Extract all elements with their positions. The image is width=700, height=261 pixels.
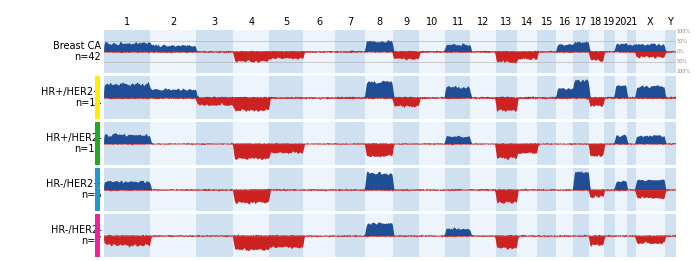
Text: 3: 3: [211, 17, 218, 27]
Bar: [573, 122, 589, 165]
Bar: [538, 122, 556, 165]
Text: 0%: 0%: [677, 49, 685, 54]
Bar: [335, 214, 365, 257]
Bar: [445, 122, 470, 165]
Text: 14: 14: [521, 17, 533, 27]
Bar: [270, 76, 303, 119]
Bar: [538, 168, 556, 211]
Text: X: X: [647, 17, 654, 27]
Bar: [626, 214, 636, 257]
Bar: [335, 168, 365, 211]
Bar: [196, 30, 233, 73]
Bar: [393, 214, 419, 257]
Bar: [270, 30, 303, 73]
Bar: [335, 30, 365, 73]
Text: 12: 12: [477, 17, 489, 27]
Bar: [665, 122, 676, 165]
Text: 100%: 100%: [677, 69, 691, 74]
Text: 16: 16: [559, 17, 571, 27]
Bar: [496, 30, 517, 73]
Bar: [393, 122, 419, 165]
Bar: [393, 30, 419, 73]
Bar: [496, 214, 517, 257]
Text: 50%: 50%: [677, 59, 687, 64]
Bar: [445, 168, 470, 211]
Text: Breast CA
n=42: Breast CA n=42: [53, 41, 102, 62]
Text: 7: 7: [347, 17, 354, 27]
Bar: [573, 214, 589, 257]
Bar: [104, 214, 150, 257]
Text: HR+/HER2+
n=14: HR+/HER2+ n=14: [41, 87, 102, 108]
Bar: [270, 168, 303, 211]
Bar: [538, 76, 556, 119]
Text: 2: 2: [170, 17, 176, 27]
Bar: [496, 168, 517, 211]
Bar: [665, 168, 676, 211]
Bar: [104, 76, 150, 119]
Bar: [196, 214, 233, 257]
Bar: [196, 122, 233, 165]
Text: 13: 13: [500, 17, 512, 27]
Bar: [626, 30, 636, 73]
Bar: [196, 76, 233, 119]
Text: 18: 18: [590, 17, 603, 27]
Bar: [603, 76, 615, 119]
Bar: [538, 30, 556, 73]
Bar: [626, 122, 636, 165]
Text: 1: 1: [124, 17, 130, 27]
Text: 6: 6: [316, 17, 323, 27]
Bar: [603, 122, 615, 165]
Bar: [573, 168, 589, 211]
Bar: [603, 214, 615, 257]
Bar: [445, 76, 470, 119]
Bar: [665, 76, 676, 119]
Bar: [573, 30, 589, 73]
Text: Y: Y: [667, 17, 673, 27]
Bar: [335, 76, 365, 119]
Bar: [626, 76, 636, 119]
Text: 4: 4: [248, 17, 254, 27]
Text: 8: 8: [376, 17, 382, 27]
Text: 19: 19: [603, 17, 615, 27]
Text: 11: 11: [452, 17, 464, 27]
Bar: [104, 30, 150, 73]
Text: HR-/HER2+
n=6: HR-/HER2+ n=6: [46, 179, 102, 200]
Bar: [104, 122, 150, 165]
Bar: [496, 76, 517, 119]
Text: 5: 5: [284, 17, 289, 27]
Text: 9: 9: [403, 17, 410, 27]
Bar: [445, 214, 470, 257]
Text: 50%: 50%: [677, 39, 687, 44]
Bar: [393, 76, 419, 119]
Text: HR+/HER2-
n=15: HR+/HER2- n=15: [46, 133, 102, 154]
Bar: [104, 168, 150, 211]
Bar: [393, 168, 419, 211]
Text: 17: 17: [575, 17, 587, 27]
Text: 10: 10: [426, 17, 438, 27]
Text: HR-/HER2-
n=7: HR-/HER2- n=7: [50, 225, 102, 246]
Bar: [603, 30, 615, 73]
Bar: [270, 214, 303, 257]
Bar: [603, 168, 615, 211]
Text: 21: 21: [625, 17, 637, 27]
Bar: [626, 168, 636, 211]
Bar: [573, 76, 589, 119]
Text: 100%: 100%: [677, 29, 691, 34]
Bar: [665, 214, 676, 257]
Bar: [445, 30, 470, 73]
Bar: [196, 168, 233, 211]
Bar: [270, 122, 303, 165]
Text: 20: 20: [615, 17, 627, 27]
Bar: [538, 214, 556, 257]
Bar: [665, 30, 676, 73]
Text: 15: 15: [540, 17, 553, 27]
Bar: [335, 122, 365, 165]
Bar: [496, 122, 517, 165]
